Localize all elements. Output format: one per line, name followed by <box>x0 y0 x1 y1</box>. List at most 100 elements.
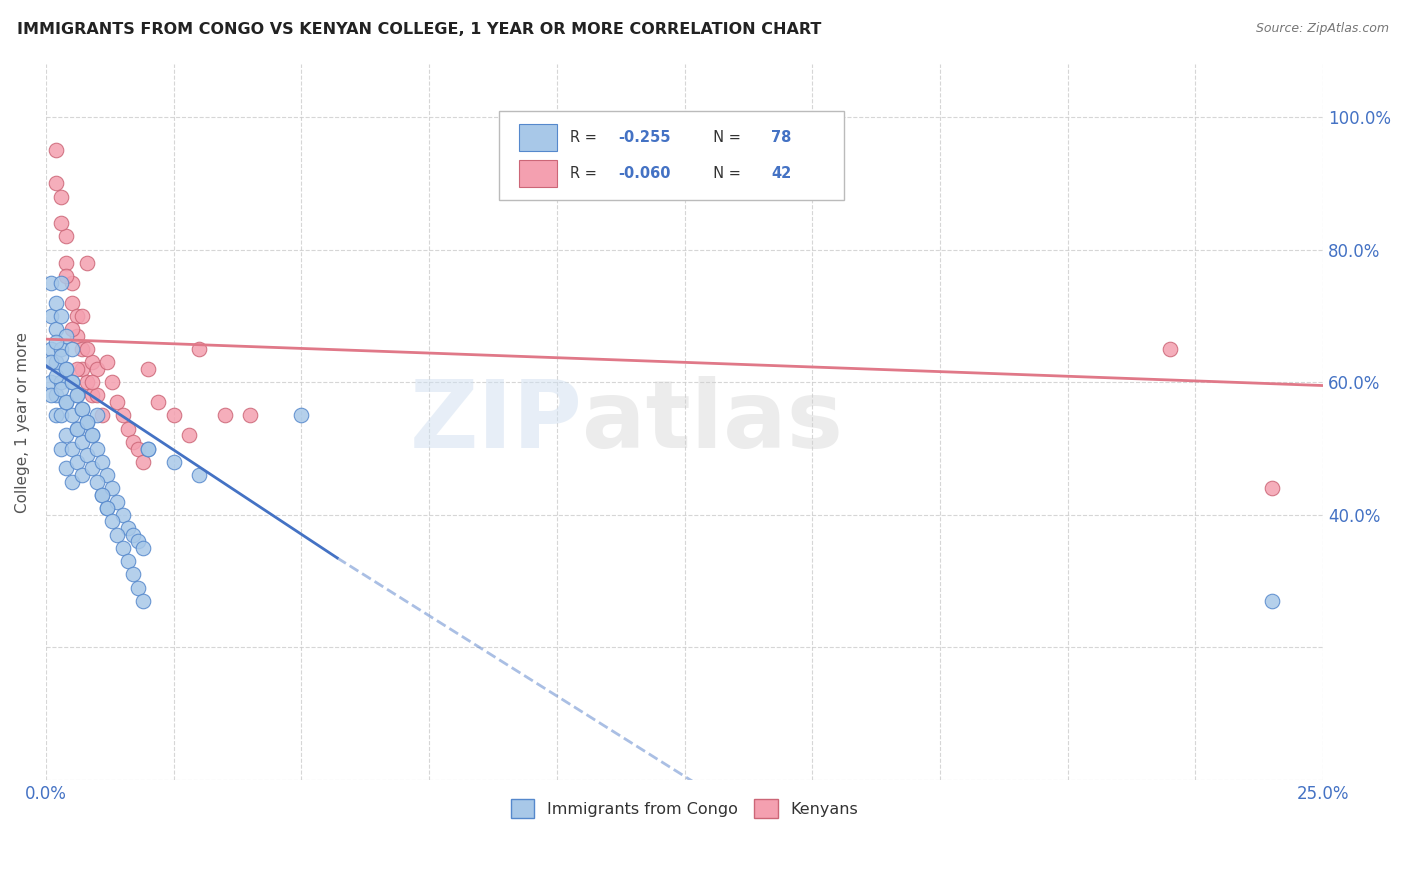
Point <box>65 422 87 436</box>
Point <box>239 409 262 423</box>
Point <box>76 415 98 429</box>
Point <box>127 581 149 595</box>
Point <box>65 388 87 402</box>
Point <box>51 382 73 396</box>
Point <box>76 376 98 390</box>
Point <box>101 481 124 495</box>
Point <box>111 508 134 522</box>
Text: Source: ZipAtlas.com: Source: ZipAtlas.com <box>1256 22 1389 36</box>
Point <box>39 342 62 356</box>
Point <box>65 309 87 323</box>
Point <box>55 229 77 244</box>
Point <box>177 428 200 442</box>
Point <box>91 488 114 502</box>
Point <box>60 475 83 489</box>
Point <box>39 355 62 369</box>
Point <box>60 442 83 456</box>
Point <box>51 409 73 423</box>
Point <box>86 409 108 423</box>
Text: -0.060: -0.060 <box>619 166 671 181</box>
Point <box>86 475 108 489</box>
Point <box>70 342 93 356</box>
Point <box>136 362 159 376</box>
Point <box>107 494 129 508</box>
Point <box>91 488 114 502</box>
Point <box>101 376 124 390</box>
Point <box>80 461 103 475</box>
Point <box>55 395 77 409</box>
Point <box>55 328 77 343</box>
Point <box>70 362 93 376</box>
Point <box>96 355 118 369</box>
Point <box>111 409 134 423</box>
Point <box>121 434 143 449</box>
Point <box>45 335 67 350</box>
Point <box>60 276 83 290</box>
Point <box>51 349 73 363</box>
Bar <box>519 160 557 187</box>
Point <box>55 362 77 376</box>
Point <box>76 415 98 429</box>
Point <box>55 461 77 475</box>
Point <box>76 342 98 356</box>
Point <box>60 409 83 423</box>
Point <box>39 376 62 390</box>
Point <box>96 468 118 483</box>
Text: atlas: atlas <box>582 376 844 468</box>
Text: ZIP: ZIP <box>409 376 582 468</box>
Point <box>60 376 83 390</box>
Point <box>39 276 62 290</box>
Point <box>65 422 87 436</box>
Text: 42: 42 <box>772 166 792 181</box>
Point <box>65 362 87 376</box>
Point <box>132 594 155 608</box>
Point <box>91 409 114 423</box>
Point <box>107 395 129 409</box>
Point <box>51 309 73 323</box>
Point <box>76 256 98 270</box>
Point <box>132 541 155 555</box>
Y-axis label: College, 1 year or more: College, 1 year or more <box>15 332 30 513</box>
Point <box>107 527 129 541</box>
Point <box>101 515 124 529</box>
Point <box>91 455 114 469</box>
Point <box>86 388 108 402</box>
Point <box>96 501 118 516</box>
Point <box>121 567 143 582</box>
Point <box>163 455 186 469</box>
Point <box>65 455 87 469</box>
Point <box>163 409 186 423</box>
Point <box>132 455 155 469</box>
Point <box>45 409 67 423</box>
Point <box>188 468 211 483</box>
Point <box>51 276 73 290</box>
Point <box>80 428 103 442</box>
Point <box>45 177 67 191</box>
Point <box>55 362 77 376</box>
Text: -0.255: -0.255 <box>619 129 671 145</box>
Point <box>1159 342 1181 356</box>
Point <box>80 428 103 442</box>
Point <box>86 442 108 456</box>
Point <box>45 355 67 369</box>
Point <box>70 401 93 416</box>
Point <box>127 534 149 549</box>
Point <box>70 434 93 449</box>
Text: R =: R = <box>569 166 602 181</box>
Point <box>65 388 87 402</box>
Legend: Immigrants from Congo, Kenyans: Immigrants from Congo, Kenyans <box>502 791 866 826</box>
Point <box>121 527 143 541</box>
Point <box>136 442 159 456</box>
Point <box>117 422 139 436</box>
Point <box>45 388 67 402</box>
Point <box>55 395 77 409</box>
Point <box>70 401 93 416</box>
Point <box>39 309 62 323</box>
Point <box>86 362 108 376</box>
Point <box>55 428 77 442</box>
Point <box>70 309 93 323</box>
Point <box>45 322 67 336</box>
Point <box>65 328 87 343</box>
Point <box>80 376 103 390</box>
Point <box>1261 594 1284 608</box>
